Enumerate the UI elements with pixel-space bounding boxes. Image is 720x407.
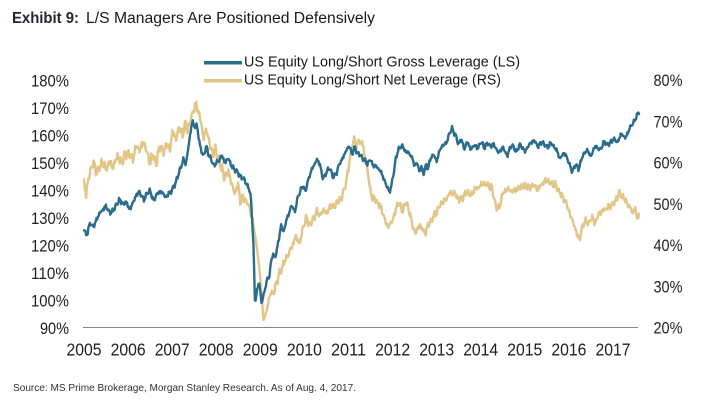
svg-text:2010: 2010 [287, 340, 322, 360]
svg-text:US Equity Long/Short Net Lever: US Equity Long/Short Net Leverage (RS) [244, 72, 501, 89]
svg-text:2006: 2006 [111, 340, 146, 360]
svg-text:2014: 2014 [463, 340, 498, 360]
svg-text:2015: 2015 [507, 340, 542, 360]
svg-text:2017: 2017 [596, 340, 631, 360]
svg-text:2011: 2011 [331, 340, 366, 360]
svg-text:2012: 2012 [375, 340, 410, 360]
svg-text:2013: 2013 [419, 340, 454, 360]
svg-text:130%: 130% [31, 209, 69, 228]
svg-text:150%: 150% [31, 154, 69, 173]
svg-text:20%: 20% [654, 319, 683, 338]
svg-text:2009: 2009 [243, 340, 278, 360]
svg-text:30%: 30% [654, 277, 683, 296]
svg-text:Exhibit 9:: Exhibit 9: [12, 10, 79, 27]
svg-text:40%: 40% [654, 236, 683, 255]
svg-text:Source: MS Prime Brokerage, Mo: Source: MS Prime Brokerage, Morgan Stanl… [13, 383, 356, 394]
svg-text:60%: 60% [654, 154, 683, 173]
svg-text:160%: 160% [31, 127, 69, 146]
svg-text:110%: 110% [31, 264, 69, 283]
svg-text:50%: 50% [654, 195, 683, 214]
svg-text:2007: 2007 [155, 340, 190, 360]
svg-text:70%: 70% [654, 113, 683, 132]
svg-text:L/S Managers Are Positioned De: L/S Managers Are Positioned Defensively [86, 10, 375, 27]
svg-text:170%: 170% [31, 99, 69, 118]
svg-text:2005: 2005 [67, 340, 102, 360]
svg-text:180%: 180% [31, 72, 69, 91]
svg-text:140%: 140% [31, 182, 69, 201]
svg-text:90%: 90% [40, 319, 69, 338]
svg-text:2008: 2008 [199, 340, 234, 360]
svg-text:2016: 2016 [551, 340, 586, 360]
svg-text:80%: 80% [654, 71, 683, 90]
svg-text:100%: 100% [31, 292, 69, 311]
svg-text:120%: 120% [31, 237, 69, 256]
svg-text:US Equity Long/Short Gross Lev: US Equity Long/Short Gross Leverage (LS) [244, 54, 520, 71]
